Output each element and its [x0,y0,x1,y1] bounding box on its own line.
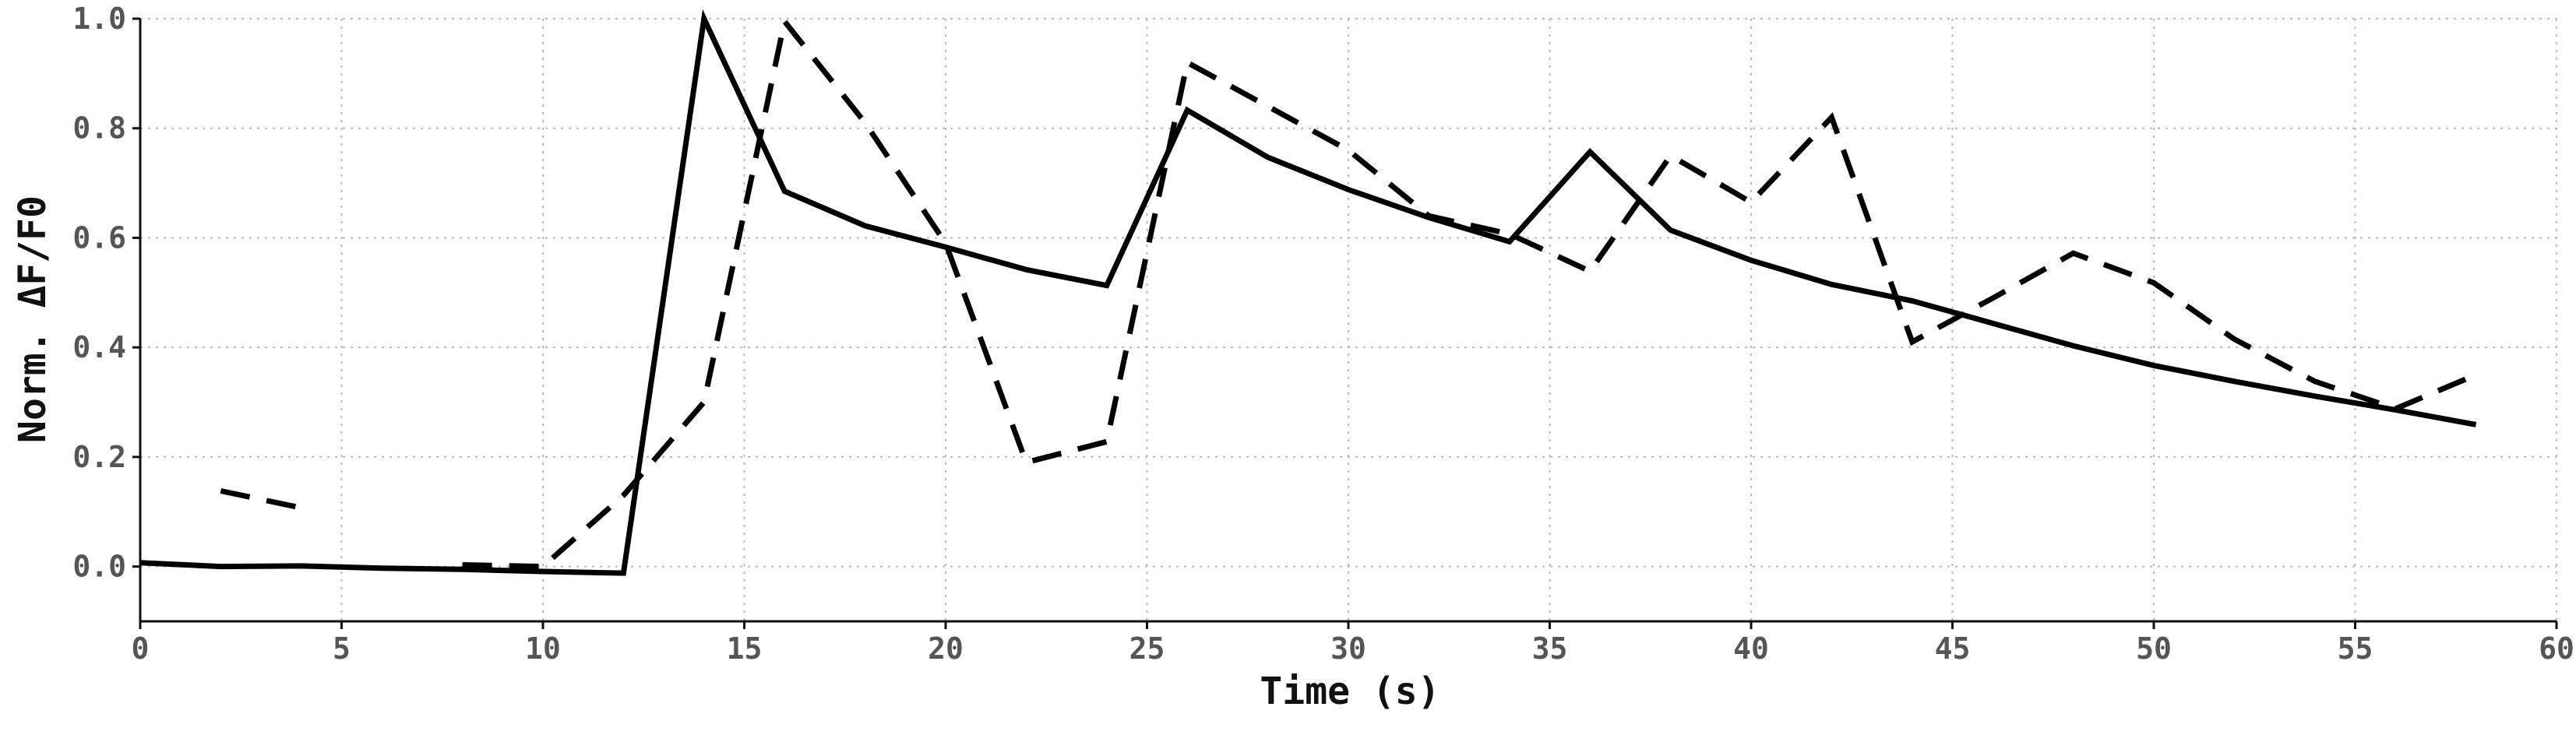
y-tick-label: 0.2 [72,440,126,474]
y-tick-label: 0.4 [72,330,126,364]
solid-series-line [139,9,2477,576]
y-tick-label: 0.0 [72,550,126,584]
x-axis-ticks: 0 5 10 15 20 25 30 35 40 45 50 55 60 [132,621,2574,666]
x-tick-label: 50 [2136,631,2172,666]
x-tick-label: 30 [1330,631,1366,666]
dashed-series-line [220,15,2477,570]
x-tick-label: 35 [1532,631,1568,666]
x-tick-label: 25 [1129,631,1165,666]
y-tick-label: 0.6 [72,220,126,255]
x-tick-label: 15 [727,631,763,666]
x-tick-label: 0 [132,631,150,666]
x-tick-label: 60 [2539,631,2574,666]
axes [139,19,2557,623]
y-tick-label: 0.8 [72,111,126,146]
x-axis-label: Time (s) [1260,670,1440,713]
x-tick-label: 5 [333,631,351,666]
series-group [139,9,2477,576]
grid [140,18,2557,621]
y-tick-label: 1.0 [72,2,126,36]
y-axis-ticks: 0.0 0.2 0.4 0.6 0.8 1.0 [72,2,140,584]
x-tick-label: 20 [928,631,964,666]
x-tick-label: 40 [1733,631,1769,666]
x-tick-label: 10 [525,631,561,666]
x-tick-label: 45 [1935,631,1971,666]
x-tick-label: 55 [2338,631,2373,666]
y-axis-label: Norm. ΔF/F0 [11,195,55,443]
